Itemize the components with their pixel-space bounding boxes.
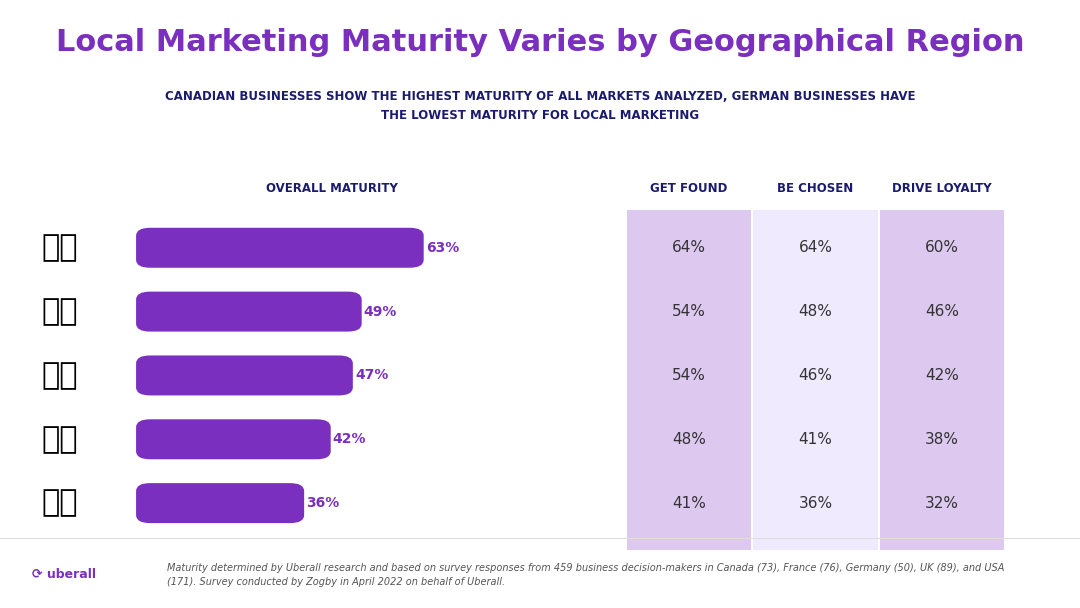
- Text: 64%: 64%: [672, 240, 706, 255]
- Text: ⟳ uberall: ⟳ uberall: [32, 568, 96, 581]
- Text: DRIVE LOYALTY: DRIVE LOYALTY: [892, 182, 991, 195]
- Text: 36%: 36%: [798, 496, 833, 511]
- Text: 🇺🇸: 🇺🇸: [41, 297, 78, 326]
- FancyBboxPatch shape: [136, 356, 353, 395]
- Text: Maturity determined by Uberall research and based on survey responses from 459 b: Maturity determined by Uberall research …: [167, 562, 1004, 587]
- Text: OVERALL MATURITY: OVERALL MATURITY: [266, 182, 399, 195]
- Text: 54%: 54%: [672, 368, 706, 383]
- Text: 🇬🇧: 🇬🇧: [41, 361, 78, 390]
- Text: 54%: 54%: [672, 304, 706, 319]
- Text: 64%: 64%: [798, 240, 833, 255]
- Text: 38%: 38%: [924, 432, 959, 447]
- Bar: [754, 210, 877, 550]
- Text: 46%: 46%: [924, 304, 959, 319]
- Text: BE CHOSEN: BE CHOSEN: [778, 182, 853, 195]
- Text: 41%: 41%: [672, 496, 706, 511]
- FancyBboxPatch shape: [136, 483, 305, 523]
- Text: 32%: 32%: [924, 496, 959, 511]
- Text: 🇨🇦: 🇨🇦: [41, 233, 78, 262]
- Text: GET FOUND: GET FOUND: [650, 182, 728, 195]
- Text: 46%: 46%: [798, 368, 833, 383]
- Text: 41%: 41%: [798, 432, 833, 447]
- Text: CANADIAN BUSINESSES SHOW THE HIGHEST MATURITY OF ALL MARKETS ANALYZED, GERMAN BU: CANADIAN BUSINESSES SHOW THE HIGHEST MAT…: [165, 91, 915, 122]
- FancyBboxPatch shape: [136, 292, 362, 331]
- Text: 42%: 42%: [333, 432, 366, 446]
- Text: 42%: 42%: [924, 368, 959, 383]
- Text: 48%: 48%: [672, 432, 706, 447]
- Text: 63%: 63%: [426, 241, 459, 255]
- Bar: [879, 210, 1004, 550]
- Text: 🇫🇷: 🇫🇷: [41, 425, 78, 454]
- Text: 48%: 48%: [798, 304, 833, 319]
- Text: 60%: 60%: [924, 240, 959, 255]
- FancyBboxPatch shape: [136, 228, 423, 268]
- Text: 🇩🇪: 🇩🇪: [41, 489, 78, 517]
- Text: 49%: 49%: [364, 305, 397, 319]
- Text: 47%: 47%: [355, 368, 389, 382]
- Text: Local Marketing Maturity Varies by Geographical Region: Local Marketing Maturity Varies by Geogr…: [56, 28, 1024, 57]
- FancyBboxPatch shape: [136, 420, 330, 459]
- Text: 36%: 36%: [307, 496, 339, 510]
- Bar: [627, 210, 752, 550]
